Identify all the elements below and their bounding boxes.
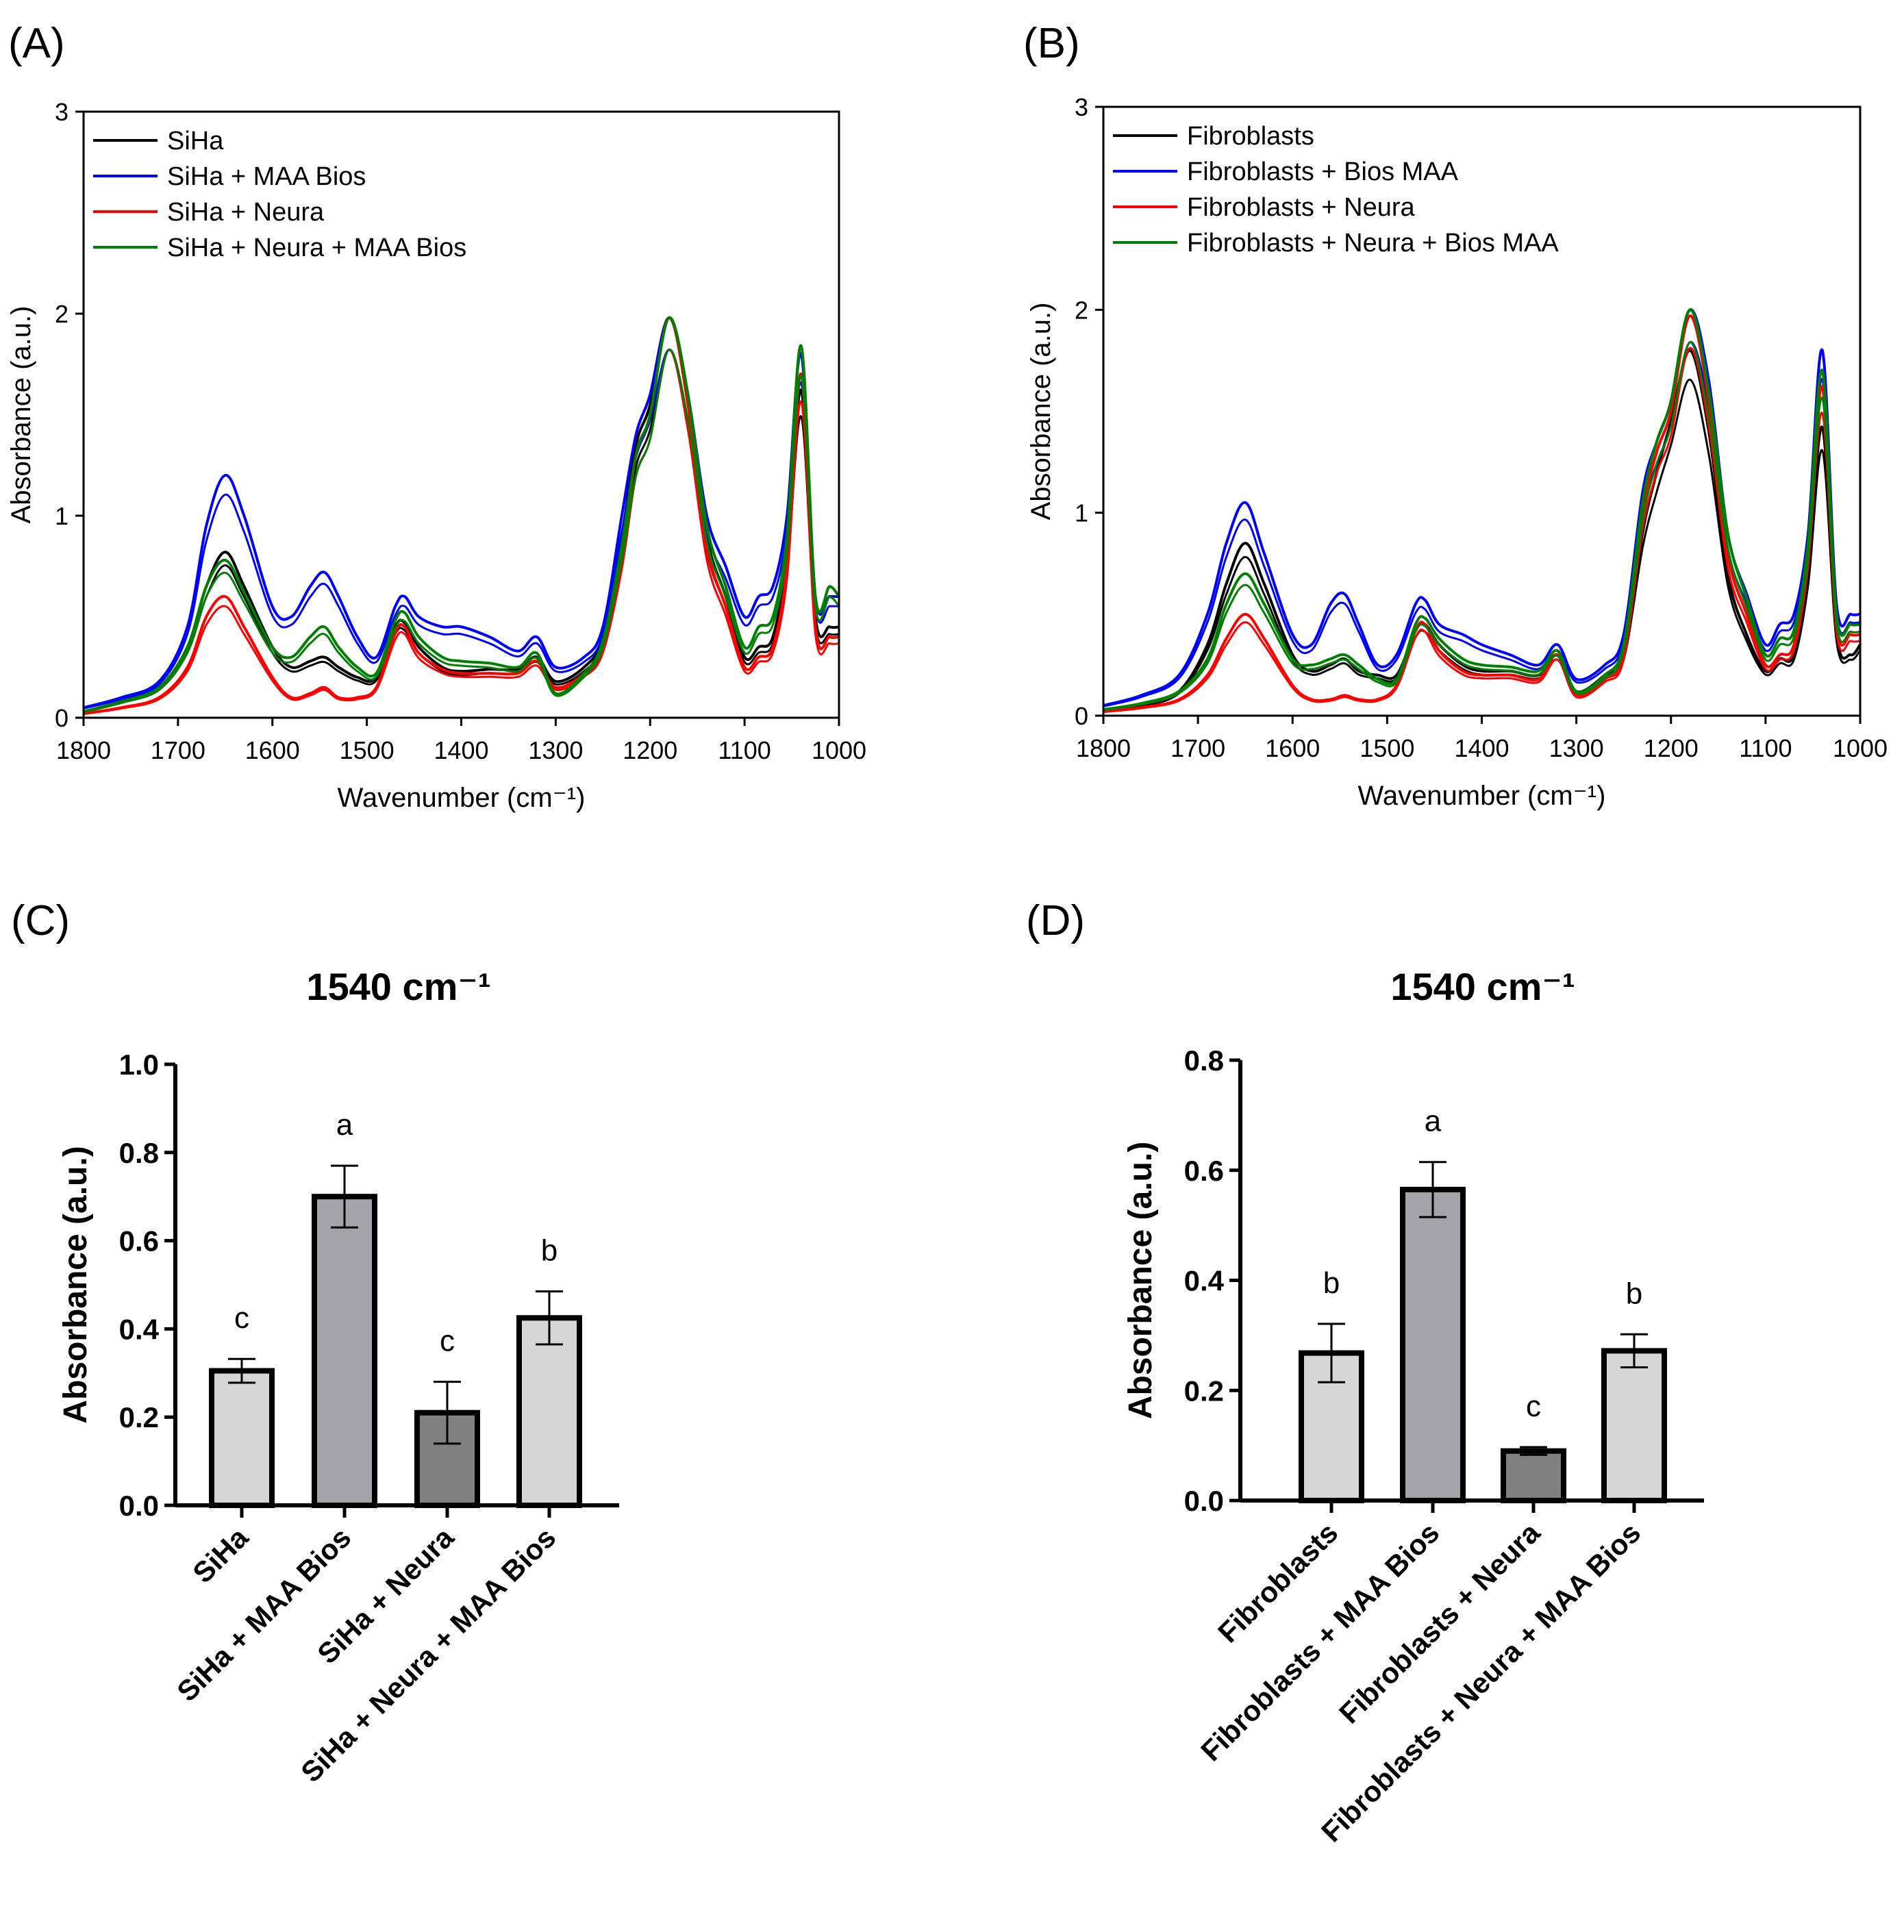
y-tick-label: 0.4 <box>1184 1265 1225 1297</box>
x-tick-label: 1100 <box>1739 734 1792 762</box>
y-tick-label: 1 <box>1075 499 1088 527</box>
legend-label: Fibroblasts + Neura <box>1187 193 1416 222</box>
panel-label: (B) <box>1023 20 1080 67</box>
y-tick-label: 0.0 <box>1184 1485 1224 1517</box>
y-tick-label: 0.2 <box>119 1401 159 1433</box>
significance-letter: c <box>440 1325 455 1358</box>
x-tick-label: 1600 <box>1265 734 1320 762</box>
y-tick-label: 0 <box>55 704 68 732</box>
significance-letter: b <box>1626 1277 1642 1310</box>
y-tick-label: 0.0 <box>119 1490 159 1522</box>
x-tick-label: 1300 <box>528 736 583 764</box>
panel-label: (A) <box>8 20 65 67</box>
significance-letter: b <box>541 1234 558 1268</box>
x-tick-label: 1100 <box>718 736 771 764</box>
panel-b-spectra: (B) 1800 1700 1600 1500 1400 1300 1200 1100 1000 0… <box>1023 20 1888 811</box>
bar <box>1601 1348 1667 1503</box>
x-tick-label: 1400 <box>434 736 488 764</box>
bar <box>516 1315 582 1509</box>
y-tick-label: 0.4 <box>119 1313 160 1345</box>
series-line-siha-neura <box>83 349 840 716</box>
y-tick-label: 0.6 <box>1184 1155 1224 1187</box>
y-tick-label: 2 <box>1075 296 1088 324</box>
y-tick-label: 0 <box>1075 702 1088 730</box>
series-line-fibroblasts-neura <box>1103 347 1861 714</box>
legend-label: SiHa <box>167 127 224 155</box>
significance-letter: c <box>1526 1390 1541 1423</box>
bar <box>312 1194 377 1508</box>
y-tick-label: 0.6 <box>119 1225 159 1257</box>
y-tick-label: 1 <box>55 502 68 530</box>
y-tick-label: 0.8 <box>1184 1044 1224 1077</box>
panel-d-bar-chart: (D) 1540 cm⁻¹ 0.0 0.2 0.4 0.6 0.8 Absorbance (a… <box>1026 897 1704 1848</box>
x-tick-label: 1500 <box>1360 734 1414 762</box>
x-category-label: SiHa <box>186 1521 255 1590</box>
legend-label: SiHa + Neura <box>167 198 325 227</box>
series-line-siha <box>83 349 840 714</box>
significance-letter: a <box>1425 1105 1442 1138</box>
x-tick-label: 1400 <box>1454 734 1509 762</box>
x-tick-label: 1700 <box>1170 734 1225 762</box>
legend: SiHa SiHa + MAA Bios SiHa + Neura SiHa + Ne… <box>93 127 466 262</box>
x-tick-label: 1800 <box>1076 734 1131 762</box>
x-tick-label: 1500 <box>340 736 394 764</box>
y-tick-label: 1.0 <box>119 1049 159 1081</box>
series-line-siha-maa-bios <box>83 349 839 710</box>
y-axis-title: Absorbance (a.u.) <box>1123 1142 1159 1419</box>
x-tick-label: 1700 <box>151 736 205 764</box>
x-tick-label: 1600 <box>245 736 300 764</box>
series-line-fibroblasts-neura-bios-maa <box>1103 341 1861 712</box>
y-tick-label: 2 <box>55 300 68 328</box>
bar <box>1400 1186 1466 1503</box>
x-tick-label: 1800 <box>56 736 111 764</box>
series-line-fibroblasts-bios-maa <box>1103 341 1861 707</box>
y-axis-title: Absorbance (a.u.) <box>1026 303 1056 520</box>
bar <box>1501 1448 1566 1504</box>
legend-label: SiHa + Neura + MAA Bios <box>167 234 466 262</box>
bar <box>209 1368 275 1508</box>
significance-letter: b <box>1323 1266 1340 1300</box>
legend-label: Fibroblasts + Bios MAA <box>1187 158 1459 186</box>
chart-title: 1540 cm⁻¹ <box>1390 965 1575 1008</box>
series-line-siha-neura-maa-bios <box>83 349 840 714</box>
panel-c-bar-chart: (C) 1540 cm⁻¹ 0.0 0.2 0.4 0.6 0.8 1.0 Absorbance… <box>11 897 619 1788</box>
legend-label: Fibroblasts <box>1187 122 1314 151</box>
legend-label: SiHa + MAA Bios <box>167 162 366 191</box>
x-tick-label: 1200 <box>1644 734 1699 762</box>
legend-label: Fibroblasts + Neura + Bios MAA <box>1187 229 1559 258</box>
series-line-fibroblasts-neura-bios-maa <box>1103 308 1861 712</box>
panel-label: (C) <box>11 897 70 944</box>
x-tick-label: 1000 <box>812 736 866 764</box>
y-axis-title: Absorbance (a.u.) <box>58 1146 94 1423</box>
x-axis-title: Wavenumber (cm⁻¹) <box>338 783 586 813</box>
x-category-label: SiHa + MAA Bios <box>171 1521 357 1707</box>
y-tick-label: 3 <box>55 98 68 126</box>
panel-label: (D) <box>1026 897 1085 944</box>
y-axis-title: Absorbance (a.u.) <box>6 306 36 524</box>
series-line-fibroblasts-neura <box>1103 314 1861 714</box>
x-tick-label: 1300 <box>1549 734 1604 762</box>
series-line-siha-neura <box>83 316 840 716</box>
significance-letter: c <box>234 1301 249 1335</box>
x-axis-title: Wavenumber (cm⁻¹) <box>1358 781 1606 811</box>
significance-letter: a <box>336 1108 353 1142</box>
chart-title: 1540 cm⁻¹ <box>306 965 490 1008</box>
y-tick-label: 0.2 <box>1184 1375 1224 1407</box>
y-tick-label: 0.8 <box>119 1137 159 1169</box>
series-line-siha-neura-maa-bios <box>83 316 840 714</box>
x-tick-label: 1000 <box>1833 734 1888 762</box>
series-line-fibroblasts-bios-maa <box>1103 308 1861 707</box>
x-tick-label: 1200 <box>623 736 677 764</box>
series-line-siha <box>83 316 840 714</box>
x-category-label: Fibroblasts + Neura <box>1333 1516 1546 1730</box>
legend: Fibroblasts Fibroblasts + Bios MAA Fibrobl… <box>1113 122 1559 258</box>
series-line-siha-maa-bios <box>83 316 840 710</box>
y-tick-label: 3 <box>1075 93 1088 121</box>
panel-a-spectra: (A) 1800 1700 1600 1500 1400 1300 1200 1100 1000 0… <box>6 20 866 813</box>
